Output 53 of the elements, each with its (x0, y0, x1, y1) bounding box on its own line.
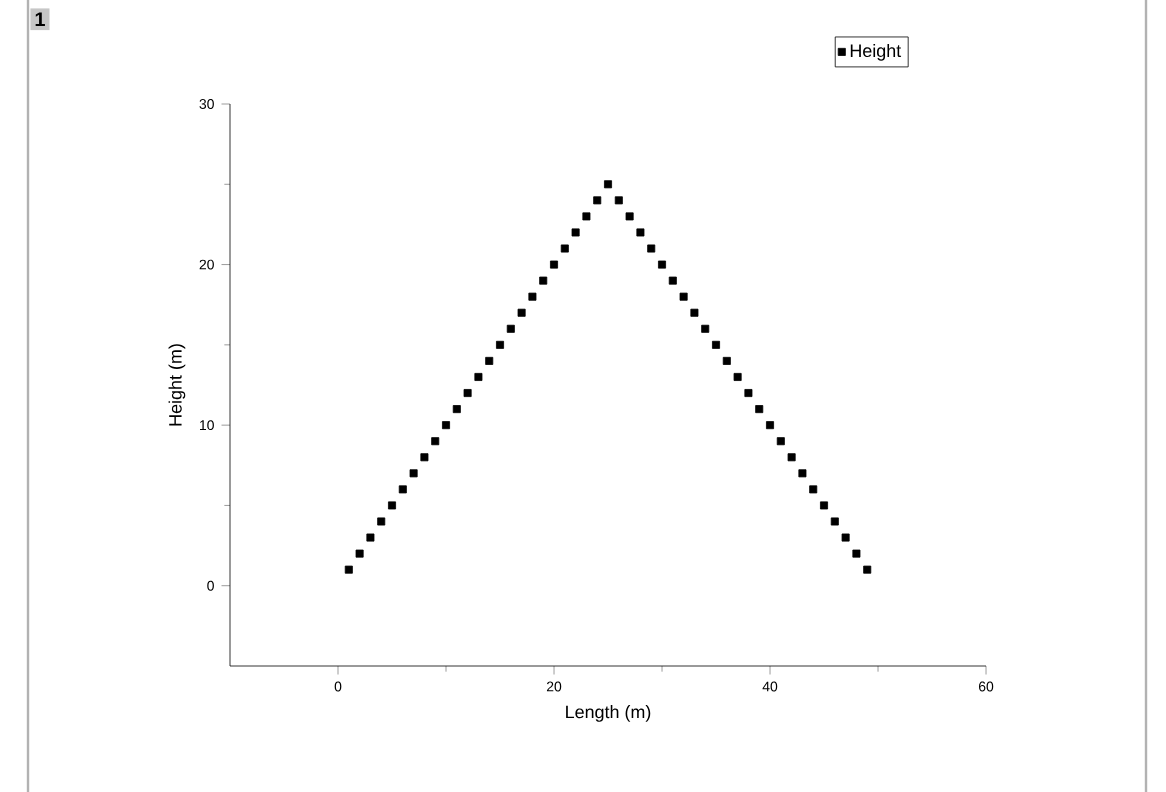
point (528, 292, 537, 301)
point (690, 308, 699, 317)
legend-label: Height (850, 43, 902, 61)
point (442, 421, 450, 430)
point (830, 517, 839, 526)
point (679, 292, 688, 301)
point (388, 501, 396, 510)
point (420, 453, 429, 462)
point (614, 196, 623, 205)
point (355, 549, 364, 558)
point (852, 549, 861, 558)
point (625, 212, 634, 221)
point (377, 517, 386, 526)
point (863, 565, 872, 574)
point (496, 340, 504, 349)
point (452, 405, 461, 414)
point (463, 389, 472, 398)
point (776, 437, 785, 446)
point (636, 228, 645, 237)
point (560, 244, 569, 253)
point (820, 501, 828, 510)
point (485, 356, 494, 365)
point (431, 437, 440, 446)
point (506, 324, 515, 333)
point (647, 244, 656, 253)
point (701, 324, 710, 333)
point (409, 469, 418, 478)
point (604, 180, 612, 189)
point (344, 565, 353, 574)
point (668, 276, 677, 285)
point (593, 196, 602, 205)
point (517, 308, 526, 317)
point (755, 405, 764, 414)
point (582, 212, 591, 221)
text: 1 (35, 12, 45, 27)
point (733, 372, 742, 381)
point (798, 469, 807, 478)
point (474, 372, 483, 381)
x-axis-title: Length (m) (566, 705, 651, 722)
point (787, 453, 796, 462)
point (712, 340, 720, 349)
point (766, 421, 774, 430)
point (366, 533, 375, 542)
point (550, 260, 558, 269)
point (722, 356, 731, 365)
point (571, 228, 580, 237)
point (841, 533, 850, 542)
point (744, 389, 753, 398)
point (809, 485, 818, 494)
point (398, 485, 407, 494)
point (539, 276, 548, 285)
point (658, 260, 666, 269)
y-axis-title: Height (m) (168, 344, 186, 426)
